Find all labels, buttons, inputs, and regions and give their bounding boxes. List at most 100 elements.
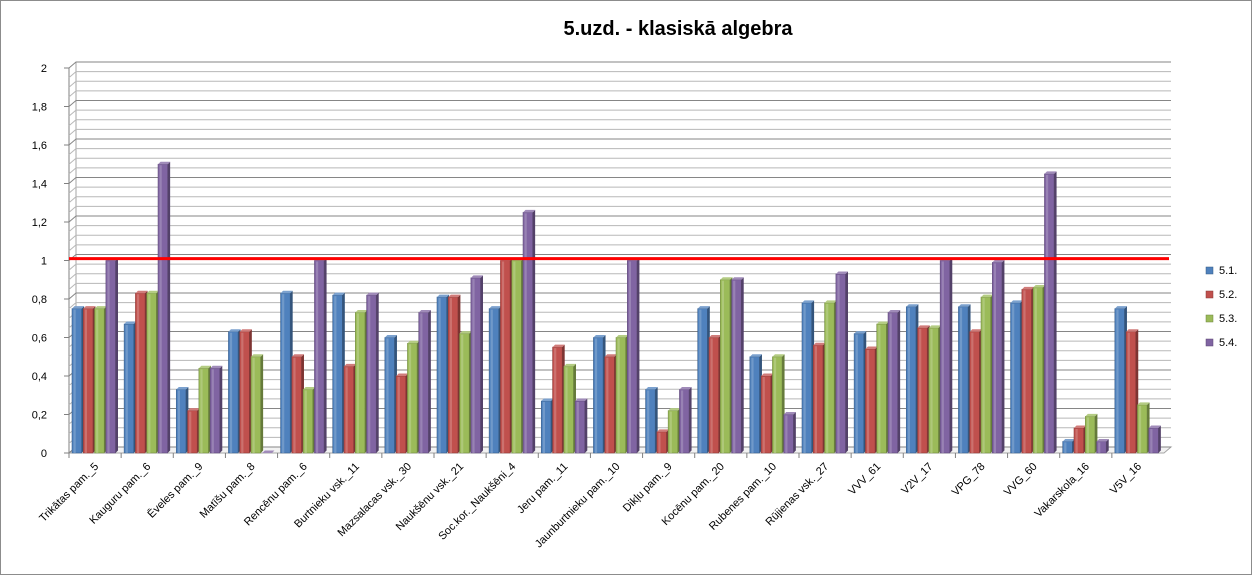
gridline-minor xyxy=(68,119,1171,127)
bar xyxy=(876,321,889,454)
bar-front xyxy=(876,323,887,454)
bar xyxy=(343,363,357,454)
bar-front xyxy=(563,366,574,454)
y-tick-label: 1,4 xyxy=(32,179,47,191)
bar-top xyxy=(783,412,796,415)
bar xyxy=(697,306,710,454)
bar-top xyxy=(1044,171,1057,174)
bar-front xyxy=(1125,331,1137,454)
bar xyxy=(824,300,837,454)
bar-top xyxy=(280,290,293,294)
bar xyxy=(500,258,513,454)
bar-front xyxy=(198,367,209,454)
bar-highlight xyxy=(993,263,997,453)
bar-side xyxy=(480,275,483,453)
gridline-minor xyxy=(68,321,1171,329)
legend-swatch xyxy=(1205,314,1214,323)
bar-top xyxy=(697,306,710,309)
bar xyxy=(783,412,796,454)
bar-front xyxy=(209,367,221,454)
bar xyxy=(280,290,293,454)
bar-top xyxy=(679,386,692,390)
legend-label: 5.3. xyxy=(1219,313,1237,325)
bar-top xyxy=(437,294,450,298)
bar-front xyxy=(105,260,116,454)
bar-front xyxy=(250,356,261,454)
bar-highlight xyxy=(594,338,598,453)
bar xyxy=(905,304,919,454)
gridline-major xyxy=(68,138,1171,146)
bar-top xyxy=(709,335,722,338)
y-tick-label: 1,8 xyxy=(32,102,47,114)
x-tick-label: Ēveles pam._9 xyxy=(146,461,206,521)
gridline-major xyxy=(68,100,1171,107)
bar-side xyxy=(428,309,431,453)
bar-highlight xyxy=(773,357,777,453)
bar-front xyxy=(291,356,302,454)
bar-top xyxy=(917,325,930,328)
gridline-major xyxy=(68,292,1171,300)
bar xyxy=(511,258,524,454)
bar xyxy=(262,450,275,453)
gridline-minor xyxy=(68,282,1171,290)
bar xyxy=(407,340,420,454)
bar-highlight xyxy=(971,332,974,453)
legend-item: 5.3. xyxy=(1205,313,1237,325)
bar-highlight xyxy=(803,303,806,453)
bar-highlight xyxy=(1045,174,1049,453)
bar-top xyxy=(616,335,629,338)
x-tick-label: VPG_78 xyxy=(950,461,988,499)
bar-front xyxy=(175,389,187,454)
bar-front xyxy=(939,260,951,454)
chart-title: 5.uzd. - klasiskā algebra xyxy=(564,18,794,40)
bar-top xyxy=(198,365,211,369)
bar-top xyxy=(470,275,483,278)
bar-top xyxy=(992,259,1005,263)
bar xyxy=(198,365,211,454)
bar-front xyxy=(540,400,552,454)
bar-side xyxy=(376,292,379,453)
bar xyxy=(552,344,565,454)
bar-front xyxy=(355,312,366,454)
bar xyxy=(1062,438,1075,454)
bar-front xyxy=(343,366,354,454)
bar-highlight xyxy=(73,309,76,453)
bar-highlight xyxy=(669,411,672,453)
bar-front xyxy=(459,333,470,454)
legend-item: 5.1. xyxy=(1205,265,1237,277)
bar-front xyxy=(731,279,742,454)
bar-front xyxy=(604,356,615,454)
y-tick-label: 2 xyxy=(41,63,47,75)
bar-highlight xyxy=(647,390,650,453)
bar-top xyxy=(135,290,148,294)
bar-top xyxy=(761,373,774,376)
bar-top xyxy=(906,304,919,307)
bar-front xyxy=(470,277,481,454)
bar-front xyxy=(522,212,533,454)
bar-highlight xyxy=(189,411,192,453)
bar-highlight xyxy=(200,369,203,453)
bar-front xyxy=(280,292,291,454)
bar-highlight xyxy=(878,325,881,453)
bar-top xyxy=(593,335,606,338)
bar-side xyxy=(636,258,640,453)
bar-top xyxy=(1062,438,1075,442)
bar-highlight xyxy=(211,369,214,453)
bar-highlight xyxy=(524,213,527,453)
bar-highlight xyxy=(982,298,985,453)
gridline-major xyxy=(68,215,1171,223)
bar-side xyxy=(949,258,953,453)
bar-side xyxy=(167,161,171,453)
x-tick-label: Jaunburtnieku pam._10 xyxy=(533,461,623,551)
bar-highlight xyxy=(889,313,892,453)
x-tick-label: V2V_17 xyxy=(899,461,935,497)
legend-swatch xyxy=(1205,266,1214,275)
bar-highlight xyxy=(513,261,516,453)
x-tick-label: Matīšu pam._8 xyxy=(198,461,258,521)
bar-top xyxy=(94,306,107,309)
bar-side xyxy=(260,354,264,453)
bar-highlight xyxy=(345,367,348,453)
bar-top xyxy=(813,342,826,346)
bar-front xyxy=(969,331,980,454)
